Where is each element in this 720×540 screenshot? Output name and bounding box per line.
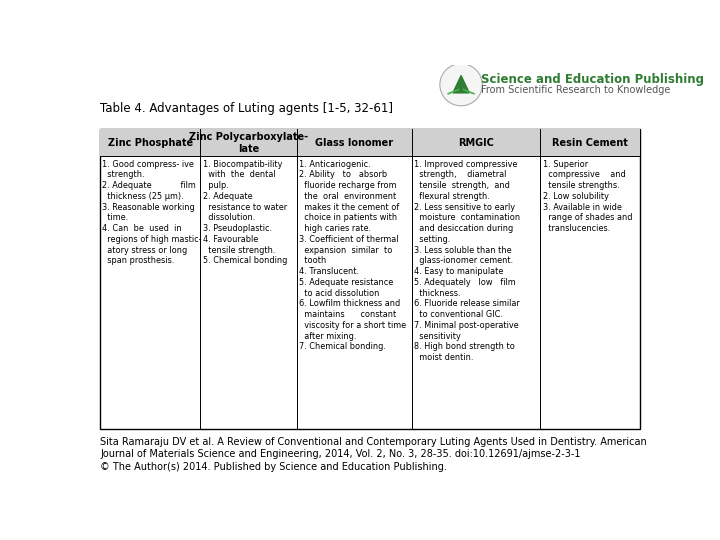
Ellipse shape: [440, 64, 482, 106]
Text: Journal of Materials Science and Engineering, 2014, Vol. 2, No. 3, 28-35. doi:10: Journal of Materials Science and Enginee…: [100, 449, 580, 460]
Text: Zinc Phosphate: Zinc Phosphate: [108, 138, 193, 148]
Text: Zinc Polycarboxylate-
late: Zinc Polycarboxylate- late: [189, 132, 308, 153]
Text: 1. Good compress- ive
  strength.
2. Adequate           film
  thickness (25 μm): 1. Good compress- ive strength. 2. Adequ…: [102, 160, 202, 265]
Text: RMGIC: RMGIC: [458, 138, 494, 148]
Text: 1. Anticariogenic.
2. Ability   to   absorb
  fluoride recharge from
  the  oral: 1. Anticariogenic. 2. Ability to absorb …: [299, 160, 406, 352]
Text: Table 4. Advantages of Luting agents [1-5, 32-61]: Table 4. Advantages of Luting agents [1-…: [100, 102, 393, 114]
Text: 1. Improved compressive
  strength,    diametral
  tensile  strength,  and
  fle: 1. Improved compressive strength, diamet…: [414, 160, 520, 362]
Text: © The Author(s) 2014. Published by Science and Education Publishing.: © The Author(s) 2014. Published by Scien…: [100, 462, 447, 472]
Text: From Scientific Research to Knowledge: From Scientific Research to Knowledge: [481, 85, 670, 94]
Text: 1. Superior
  compressive    and
  tensile strengths.
2. Low solubility
3. Avail: 1. Superior compressive and tensile stre…: [543, 160, 632, 233]
Text: Science and Education Publishing: Science and Education Publishing: [481, 73, 703, 86]
Text: Resin Cement: Resin Cement: [552, 138, 628, 148]
Polygon shape: [453, 76, 469, 93]
Bar: [100, 129, 639, 429]
Text: 1. Biocompatib-ility
  with  the  dental
  pulp.
2. Adequate
  resistance to wat: 1. Biocompatib-ility with the dental pul…: [202, 160, 287, 265]
Text: Glass Ionomer: Glass Ionomer: [315, 138, 393, 148]
Text: Sita Ramaraju DV et al. A Review of Conventional and Contemporary Luting Agents : Sita Ramaraju DV et al. A Review of Conv…: [100, 437, 647, 447]
Bar: [100, 129, 639, 156]
